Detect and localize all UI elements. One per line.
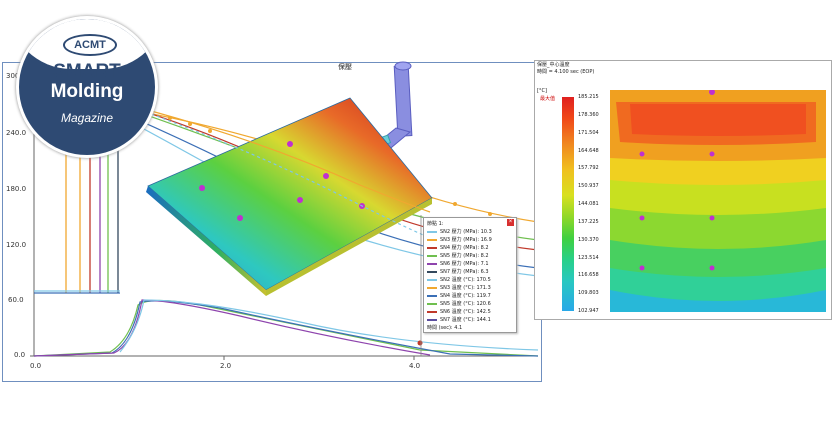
legend-item: SN4 溫度 (°C): 119.7 <box>427 292 515 300</box>
legend-swatch <box>427 279 437 281</box>
badge-line-molding: Molding <box>50 81 124 102</box>
scale-label: 116.658 <box>578 272 599 279</box>
legend-swatch <box>427 231 437 233</box>
legend-item-label: SN3 壓力 (MPa): 16.9 <box>440 237 492 243</box>
legend-header: 節點 1: <box>427 221 444 227</box>
badge-acmt: ACMT <box>63 34 117 56</box>
legend-item: SN5 壓力 (MPa): 8.2 <box>427 252 515 260</box>
scale-label: 150.937 <box>578 183 599 190</box>
legend-swatch <box>427 239 437 241</box>
x-tick-2: 2.0 <box>220 362 232 370</box>
legend-swatch <box>427 263 437 265</box>
legend-box: 節點 1: × SN2 壓力 (MPa): 10.3 SN3 壓力 (MPa): … <box>423 217 517 333</box>
legend-item-label: SN5 壓力 (MPa): 8.2 <box>440 253 489 259</box>
legend-swatch <box>427 311 437 313</box>
contour-title: 保壓_中心溫度 <box>537 62 570 68</box>
x-tick-0: 0.0 <box>30 362 42 370</box>
legend-item-label: SN5 溫度 (°C): 120.6 <box>440 301 491 307</box>
legend-swatch <box>427 319 437 321</box>
y-tick-60: 60.0 <box>8 296 24 304</box>
contour-plot <box>610 90 826 312</box>
left-chart-svg <box>30 61 539 360</box>
x-tick-4: 4.0 <box>409 362 421 370</box>
pressure-curves <box>33 299 539 357</box>
legend-item-label: SN3 溫度 (°C): 171.3 <box>440 285 491 291</box>
legend-swatch <box>427 271 437 273</box>
legend-item: SN3 壓力 (MPa): 16.9 <box>427 236 515 244</box>
scale-label: 185.215 <box>578 94 599 100</box>
legend-item: SN7 溫度 (°C): 144.1 <box>427 316 515 324</box>
scale-label: 178.360 <box>578 111 599 118</box>
legend-swatch <box>427 295 437 297</box>
scale-label: 130.370 <box>578 236 599 243</box>
legend-item: SN6 壓力 (MPa): 7.1 <box>427 260 515 268</box>
legend-swatch <box>427 287 437 289</box>
scale-label: 109.803 <box>578 290 599 297</box>
legend-item: SN2 溫度 (°C): 170.5 <box>427 276 515 284</box>
scale-label: 171.504 <box>578 129 599 136</box>
smart-molding-badge: ACMT SMART Molding Magazine <box>16 16 158 158</box>
legend-item-label: SN6 溫度 (°C): 142.5 <box>440 309 491 315</box>
legend-item: SN4 壓力 (MPa): 8.2 <box>427 244 515 252</box>
legend-item-label: SN6 壓力 (MPa): 7.1 <box>440 261 489 267</box>
temperature-curves-overlay <box>139 107 431 239</box>
y-tick-0: 0.0 <box>14 351 26 359</box>
scale-label: 102.947 <box>578 308 599 314</box>
molded-plate <box>146 97 433 296</box>
legend-item: SN5 溫度 (°C): 120.6 <box>427 300 515 308</box>
y-tick-120: 120.0 <box>6 241 27 249</box>
scale-label: 157.792 <box>578 165 599 172</box>
legend-item: SN7 壓力 (MPa): 6.3 <box>427 268 515 276</box>
close-icon: × <box>508 219 513 225</box>
max-value-tag: 最大值 <box>540 96 556 102</box>
legend-item-label: SN2 壓力 (MPa): 10.3 <box>440 229 492 235</box>
contour-subtitle: 時間 = 4.100 sec (EOP) <box>537 69 595 75</box>
scale-label: 144.081 <box>578 201 599 207</box>
scale-label: 137.225 <box>578 218 599 225</box>
color-scale-bar <box>562 97 574 311</box>
left-panel-title: 保壓 <box>338 63 352 71</box>
badge-line-smart: SMART <box>53 61 121 82</box>
legend-footer: 時間 (sec): 4.1 <box>427 325 463 331</box>
y-tick-180: 180.0 <box>6 185 27 193</box>
legend-swatch <box>427 255 437 257</box>
legend-swatch <box>427 303 437 305</box>
legend-item-label: SN7 壓力 (MPa): 6.3 <box>440 269 489 275</box>
badge-line-magazine: Magazine <box>60 111 114 125</box>
legend-item-label: SN4 溫度 (°C): 119.7 <box>440 293 491 299</box>
legend-item-label: SN2 溫度 (°C): 170.5 <box>440 277 491 283</box>
scale-unit: [°C] <box>537 88 547 94</box>
scale-label: 164.648 <box>578 147 599 154</box>
legend-close-button[interactable]: × <box>507 219 514 226</box>
legend-item-label: SN7 溫度 (°C): 144.1 <box>440 317 491 323</box>
legend-swatch <box>427 247 437 249</box>
y-tick-240: 240.0 <box>6 129 27 137</box>
legend-item: SN3 溫度 (°C): 171.3 <box>427 284 515 292</box>
legend-item-label: SN4 壓力 (MPa): 8.2 <box>440 245 489 251</box>
scale-label: 123.514 <box>578 254 599 261</box>
legend-item: SN2 壓力 (MPa): 10.3 <box>427 228 515 236</box>
legend-item: SN6 溫度 (°C): 142.5 <box>427 308 515 316</box>
